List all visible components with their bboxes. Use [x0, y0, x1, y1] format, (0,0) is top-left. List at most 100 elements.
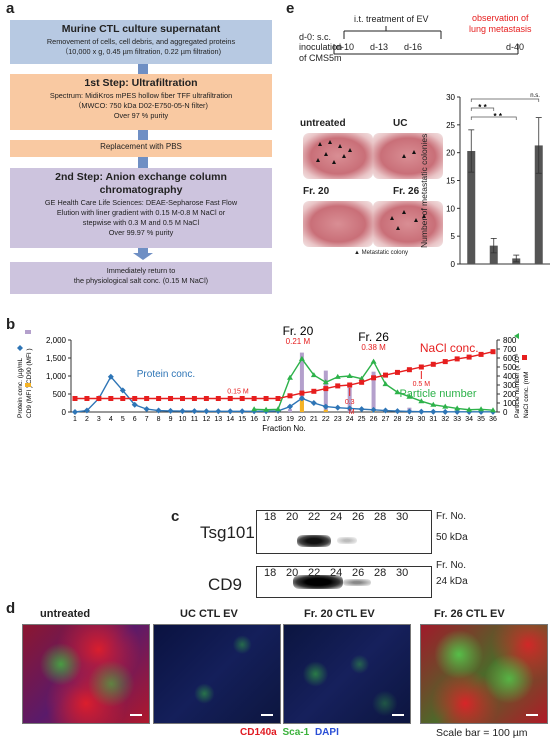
- nacl-point: [96, 396, 102, 401]
- protein-point: [322, 403, 329, 410]
- annot-03m-a: 0.3: [345, 399, 355, 406]
- box-anion-line3: stepwise with 0.3 M and 0.5 M NaCl: [82, 217, 200, 227]
- timeline-diagram: [333, 26, 519, 55]
- protein-point: [358, 406, 365, 413]
- nacl-point: [287, 393, 293, 399]
- timeline-d0-line1: d-0: s.c.: [299, 32, 332, 42]
- chart-b-ytick-right-label: 500: [503, 363, 517, 372]
- timeline-observation-line1: observation of: [471, 13, 529, 23]
- timeline-d10: d-10: [336, 42, 355, 52]
- blot-fraction-label: 28: [374, 567, 387, 579]
- micrograph-fr26: [420, 624, 548, 724]
- particle-point: [478, 406, 485, 412]
- particle-point: [322, 379, 329, 385]
- legend-cd9-marker: [25, 383, 31, 387]
- particle-point: [418, 398, 425, 404]
- protein-point: [430, 408, 437, 415]
- nacl-point: [466, 354, 472, 360]
- nacl-point: [430, 361, 436, 367]
- particle-point: [370, 358, 377, 364]
- box-return: Immediately return to the physiological …: [10, 262, 272, 294]
- timeline-d0-line3: of CMS5m: [299, 52, 342, 63]
- legend-dapi: DAPI: [314, 727, 339, 738]
- annot-fr20-conc: 0.21 M: [286, 337, 311, 346]
- particle-point: [430, 401, 437, 407]
- chart-e-bar: [467, 150, 476, 264]
- particle-point: [334, 373, 341, 379]
- box-ultrafiltration-line2: （MWCO: 750 kDa D02-E750-05-N filter): [74, 100, 208, 110]
- nacl-point: [418, 364, 424, 370]
- chart-b-xtick-label: 23: [334, 416, 342, 423]
- chart-b-ytick-left-label: 2,000: [46, 336, 67, 345]
- nacl-point: [454, 356, 460, 362]
- blot-fraction-label: 22: [308, 567, 321, 579]
- nacl-point: [144, 396, 150, 401]
- legend-protein-marker: [17, 345, 23, 351]
- blot-fraction-label: 20: [286, 567, 299, 579]
- chart-b-xtick-label: 10: [179, 416, 187, 423]
- protein-point: [119, 387, 126, 394]
- chart-b-xtick-label: 15: [238, 416, 246, 423]
- blot-kda-24: 24 kDa: [436, 576, 468, 587]
- particle-point: [263, 406, 270, 412]
- nacl-point: [311, 388, 317, 394]
- nacl-point: [227, 396, 233, 401]
- timeline-observation-line2: lung metastasis: [469, 23, 532, 34]
- nacl-point: [442, 359, 448, 365]
- protein-point: [346, 405, 353, 412]
- chart-b-xtick-label: 8: [157, 416, 161, 423]
- chart-b-ytick-right-label: 700: [503, 345, 517, 354]
- chart-b-xlabel: Fraction No.: [262, 424, 306, 433]
- annot-05m: 0.5 M: [413, 381, 431, 388]
- nacl-point: [275, 396, 281, 401]
- nacl-point: [215, 396, 221, 401]
- chart-b-ytick-right-label: 400: [503, 372, 517, 381]
- sig-label-2: * *: [494, 112, 503, 121]
- nacl-point: [490, 349, 496, 355]
- chart-b-xtick-label: 19: [286, 416, 294, 423]
- nacl-point: [359, 379, 365, 385]
- particle-point: [346, 373, 353, 378]
- chart-e-ytick-label: 20: [446, 149, 455, 158]
- box-supernatant-line1: Removement of cells, cell debris, and ag…: [46, 37, 236, 47]
- tsg101-band-fr22: [337, 537, 357, 544]
- lung-photo-fr20: [303, 201, 373, 247]
- protein-point: [334, 404, 341, 411]
- scale-bar-fr26: [526, 714, 538, 716]
- protein-point: [418, 408, 425, 415]
- fractionation-chart: 05001,0001,5002,000010020030040050060070…: [17, 324, 530, 433]
- chart-b-xtick-label: 36: [489, 416, 497, 423]
- nacl-point: [263, 396, 269, 401]
- nacl-point: [120, 396, 126, 401]
- chart-b-xtick-label: 32: [441, 416, 449, 423]
- chart-b-xtick-label: 4: [109, 416, 113, 423]
- cd90-bar: [287, 409, 292, 412]
- timeline-treatment-label: i.t. treatment of EV: [354, 14, 429, 24]
- box-anion-line4: Over 99.97 % purity: [108, 227, 174, 237]
- chart-b-xtick-label: 30: [417, 416, 425, 423]
- chart-b-xtick-label: 11: [191, 416, 198, 423]
- chart-e-ytick-label: 0: [451, 260, 456, 269]
- protein-point: [227, 408, 234, 415]
- nacl-point: [239, 396, 245, 401]
- nacl-point: [394, 369, 400, 375]
- protein-point: [107, 373, 114, 380]
- chart-b-xtick-label: 5: [121, 416, 125, 423]
- nacl-point: [191, 396, 197, 401]
- protein-point: [131, 401, 138, 408]
- metastatic-colony-legend: ▲ Metastatic colony: [354, 250, 408, 256]
- chart-b-xtick-label: 22: [322, 416, 330, 423]
- nacl-point: [383, 372, 389, 378]
- legend-nacl-marker: [522, 355, 527, 360]
- nacl-point: [108, 396, 114, 401]
- box-ultrafiltration: 1st Step: Ultrafiltration Spectrum: Midi…: [10, 74, 272, 130]
- box-anion-exchange: 2nd Step: Anion exchange column chromato…: [10, 168, 272, 248]
- blot-fraction-label: 24: [330, 511, 343, 523]
- flow-arrowhead-4: [133, 253, 153, 260]
- annot-fr26: Fr. 26: [358, 330, 389, 344]
- blot-frno-bottom: Fr. No.: [436, 560, 467, 571]
- protein-point: [191, 408, 198, 415]
- chart-b-xtick-label: 7: [145, 416, 149, 423]
- chart-e-ylabel: Number of metastatic colonies: [419, 133, 429, 248]
- particle-point: [406, 393, 413, 399]
